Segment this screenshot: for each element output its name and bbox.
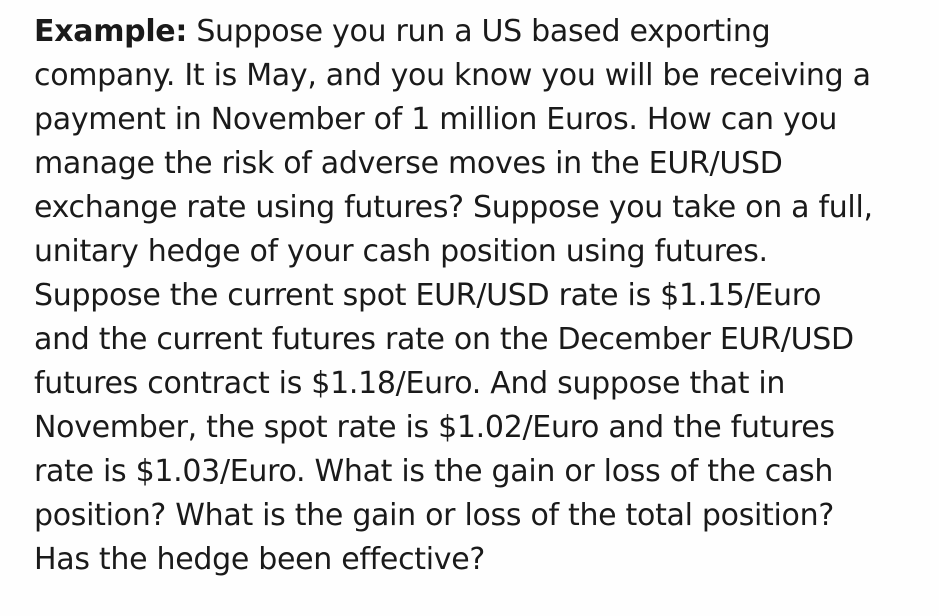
example-line-8: and the current futures rate on the Dece… bbox=[34, 322, 854, 357]
example-line-10: November, the spot rate is $1.02/Euro an… bbox=[34, 410, 835, 445]
example-line-11: rate is $1.03/Euro. What is the gain or … bbox=[34, 454, 834, 489]
example-line-7: Suppose the current spot EUR/USD rate is… bbox=[34, 278, 822, 313]
example-line-2: company. It is May, and you know you wil… bbox=[34, 58, 871, 93]
example-line-13: Has the hedge been effective? bbox=[34, 542, 485, 577]
example-line-6: unitary hedge of your cash position usin… bbox=[34, 234, 768, 269]
example-line-1: Example: Suppose you run a US based expo… bbox=[34, 10, 914, 54]
example-line-12: position? What is the gain or loss of th… bbox=[34, 498, 834, 533]
example-line-3: payment in November of 1 million Euros. … bbox=[34, 102, 838, 137]
example-line-5: exchange rate using futures? Suppose you… bbox=[34, 190, 873, 225]
example-heading: Example: bbox=[34, 14, 188, 49]
example-line-4: manage the risk of adverse moves in the … bbox=[34, 146, 783, 181]
example-text: Example: Suppose you run a US based expo… bbox=[34, 10, 914, 582]
example-line-9: futures contract is $1.18/Euro. And supp… bbox=[34, 366, 786, 401]
example-line-1-text: Suppose you run a US based exporting bbox=[196, 14, 771, 49]
